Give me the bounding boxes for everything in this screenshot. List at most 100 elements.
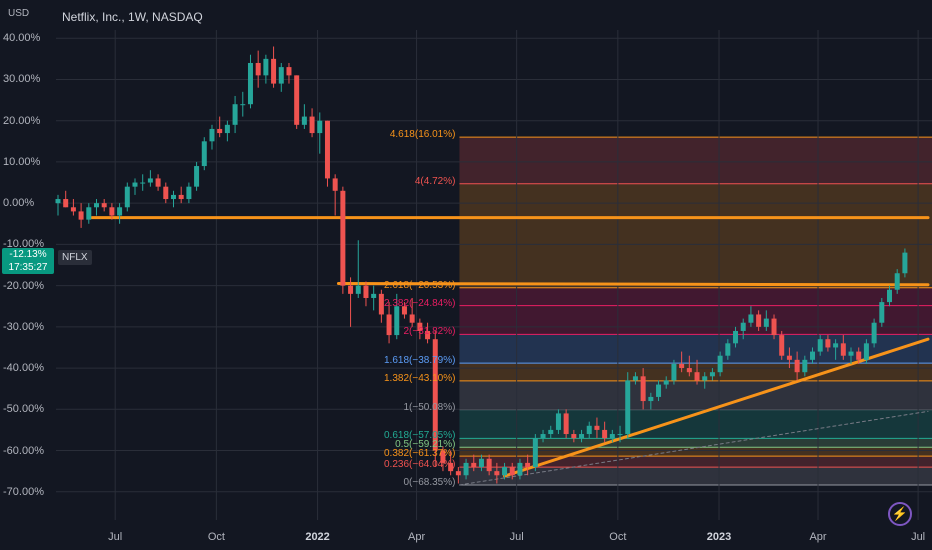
candle <box>355 240 361 298</box>
candle-body <box>740 322 746 331</box>
fib-band <box>459 467 932 485</box>
candle <box>224 120 230 142</box>
candle-body <box>786 355 792 360</box>
candle-body <box>763 318 769 327</box>
candle <box>887 285 893 307</box>
candle-body <box>833 343 839 348</box>
candle <box>902 248 908 278</box>
candle <box>432 330 438 468</box>
candle <box>702 372 708 389</box>
tradingview-lightning-icon[interactable]: ⚡ <box>888 502 912 526</box>
candle <box>840 335 846 360</box>
fib-level-label: 0.5(−59.21%) <box>395 439 456 451</box>
candle-body <box>779 335 785 356</box>
candle-body <box>840 343 846 356</box>
candle <box>463 458 469 480</box>
candle-body <box>132 182 138 187</box>
candle-body <box>671 363 677 381</box>
candle <box>717 351 723 377</box>
candle-body <box>810 351 816 360</box>
candle-body <box>255 62 261 76</box>
candle <box>194 161 200 191</box>
candle <box>471 454 477 472</box>
candle-body <box>532 438 538 468</box>
y-axis-label: -50.00% <box>3 403 44 416</box>
candle <box>440 446 446 472</box>
candle <box>694 359 700 385</box>
candle-body <box>717 355 723 373</box>
candle <box>332 174 338 216</box>
candle <box>101 199 107 212</box>
candle-body <box>679 363 685 369</box>
candle <box>425 322 431 344</box>
candle <box>371 285 377 311</box>
candle <box>740 318 746 340</box>
candle <box>209 124 215 150</box>
candle-body <box>401 306 407 315</box>
candle <box>802 355 808 377</box>
x-axis-label: Oct <box>609 531 627 543</box>
candle <box>178 186 184 204</box>
candle <box>448 450 454 476</box>
candle <box>671 359 677 385</box>
candle <box>170 190 176 208</box>
candle <box>879 297 885 327</box>
trendline-dashed <box>458 410 929 486</box>
candle-body <box>386 314 392 336</box>
candle-body <box>709 372 715 377</box>
last-price-value: -12.13% <box>9 249 47 260</box>
candle-body <box>232 104 238 125</box>
candle-body <box>324 120 330 179</box>
candle <box>771 314 777 340</box>
candle-body <box>509 467 515 476</box>
candle <box>255 50 261 88</box>
candle <box>779 330 785 360</box>
candle-body <box>463 462 469 476</box>
candle-body <box>301 116 307 125</box>
candle-body <box>555 413 561 430</box>
candle <box>502 462 508 480</box>
candle <box>756 310 762 331</box>
candle-body <box>455 471 461 476</box>
candle <box>340 186 346 294</box>
candle <box>725 339 731 360</box>
candle-body <box>70 207 76 212</box>
candle-body <box>702 376 708 381</box>
candle-body <box>486 458 492 472</box>
candle-body <box>856 351 862 360</box>
candle-body <box>417 322 423 331</box>
candle <box>786 347 792 369</box>
y-axis-label: -70.00% <box>3 485 44 498</box>
candle <box>309 108 315 138</box>
fib-band <box>459 456 932 468</box>
candle-body <box>594 425 600 430</box>
last-price-badge: -12.13% 17:35:27 <box>2 248 54 274</box>
candle <box>201 137 207 171</box>
candle-body <box>363 285 369 298</box>
x-axis-label: Jul <box>911 531 926 543</box>
candle-body <box>355 285 361 294</box>
candle-body <box>425 330 431 340</box>
candle-body <box>340 190 346 286</box>
candle-body <box>140 182 146 184</box>
candle <box>140 174 146 191</box>
candle <box>563 409 569 439</box>
candle-body <box>748 314 754 323</box>
candle <box>86 203 92 224</box>
y-axis-label: -20.00% <box>3 279 44 292</box>
candle <box>686 355 692 377</box>
chart-title: Netflix, Inc., 1W, NASDAQ <box>62 10 203 24</box>
candle <box>617 425 623 443</box>
candle <box>217 116 223 138</box>
candle <box>247 54 253 109</box>
y-axis-label: 40.00% <box>3 32 41 45</box>
candle-body <box>224 124 230 134</box>
candle <box>648 392 654 410</box>
candle <box>232 95 238 134</box>
y-axis-label: -60.00% <box>3 444 44 457</box>
candle-body <box>217 128 223 134</box>
candle-body <box>247 62 253 105</box>
candle <box>163 182 169 204</box>
fib-level-label: 0(−68.35%) <box>403 476 456 488</box>
